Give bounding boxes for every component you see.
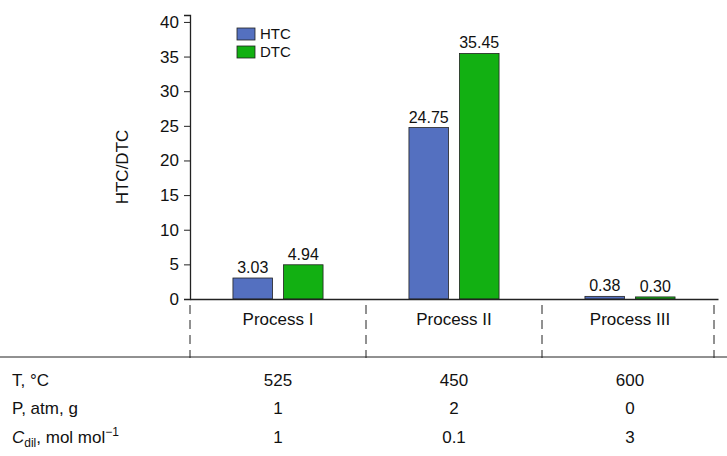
- table-rule: [0, 357, 727, 358]
- y-axis: 0 5 10 15 20 25 30 35 40: [160, 13, 190, 309]
- y-tick-mark: [184, 57, 190, 58]
- bar: [409, 128, 449, 299]
- legend-swatch: [237, 46, 255, 58]
- y-tick: 15: [160, 186, 190, 205]
- y-tick: 35: [160, 48, 190, 67]
- row-label-sub: dil: [24, 436, 36, 450]
- y-tick-label: 25: [160, 117, 179, 136]
- legend-label: HTC: [260, 25, 291, 42]
- data-label: 35.45: [459, 34, 499, 51]
- y-tick-mark: [184, 264, 190, 265]
- y-tick-mark: [184, 299, 190, 300]
- data-label: 0.30: [640, 278, 671, 295]
- row-label-sup: −1: [105, 425, 119, 439]
- y-tick-mark: [184, 230, 190, 231]
- table-cell: 1: [273, 399, 282, 418]
- row-label-text: T, °C: [12, 371, 49, 390]
- y-tick-label: 35: [160, 48, 179, 67]
- x-tick: Process I: [243, 310, 314, 329]
- row-label: P, atm, g: [12, 399, 78, 418]
- table-cell: 600: [616, 371, 644, 390]
- row-label: T, °C: [12, 371, 49, 390]
- y-tick-label: 30: [160, 82, 179, 101]
- y-tick-label: 0: [170, 290, 179, 309]
- table-cell: 450: [440, 371, 468, 390]
- x-tick-label: Process I: [243, 310, 314, 329]
- data-label: 24.75: [409, 109, 449, 126]
- separators: [190, 305, 714, 358]
- data-label: 3.03: [237, 259, 268, 276]
- separator: [366, 305, 367, 358]
- y-tick-label: 20: [160, 151, 179, 170]
- x-tick: Process II: [416, 310, 492, 329]
- table-cell: 3: [625, 428, 634, 447]
- row-label-text: C: [12, 428, 25, 447]
- bar: [233, 278, 273, 299]
- separator: [714, 305, 715, 358]
- table: T, °C 525 450 600 P, atm, g 1 2 0 Cdil, mol mol−…: [12, 371, 644, 450]
- y-axis-line: [184, 16, 191, 300]
- separator: [542, 305, 543, 358]
- data-label: 0.38: [589, 277, 620, 294]
- table-cell: 0.1: [442, 428, 466, 447]
- y-tick-label: 10: [160, 221, 179, 240]
- row-label: Cdil, mol mol−1: [12, 425, 119, 450]
- row-label-rest: , mol mol: [36, 428, 105, 447]
- separator: [190, 305, 191, 358]
- bar: [585, 296, 625, 299]
- y-tick: 20: [160, 151, 190, 170]
- bar: [459, 53, 499, 299]
- row-label-text: P, atm, g: [12, 399, 78, 418]
- table-cell: 2: [449, 399, 458, 418]
- x-axis-line: [191, 299, 719, 300]
- bar: [283, 265, 323, 299]
- y-tick-mark: [184, 91, 190, 92]
- y-tick: 40: [160, 13, 190, 32]
- data-labels: 3.03 24.75 0.38 4.94 35.45 0.30: [237, 34, 671, 294]
- y-tick-label: 40: [160, 13, 179, 32]
- bars: [233, 53, 675, 299]
- legend: HTCDTC: [237, 25, 291, 60]
- data-label: 4.94: [288, 246, 319, 263]
- y-tick-label: 15: [160, 186, 179, 205]
- y-tick: 25: [160, 117, 190, 136]
- y-tick-mark: [184, 160, 190, 161]
- x-tick-label: Process III: [590, 310, 670, 329]
- table-cell: 0: [625, 399, 634, 418]
- y-tick-mark: [184, 22, 190, 23]
- bar: [635, 297, 675, 299]
- y-tick-mark: [184, 126, 190, 127]
- y-tick-mark: [184, 195, 190, 196]
- y-tick: 30: [160, 82, 190, 101]
- y-tick: 0: [170, 290, 190, 309]
- x-tick-label: Process II: [416, 310, 492, 329]
- table-cell: 1: [273, 428, 282, 447]
- y-axis-title: HTC/DTC: [113, 130, 132, 205]
- x-tick: Process III: [590, 310, 670, 329]
- legend-label: DTC: [260, 43, 291, 60]
- chart: 3.0324.750.384.9435.450.3005101520253035…: [0, 0, 727, 456]
- legend-swatch: [237, 28, 255, 40]
- y-tick-label: 5: [170, 255, 179, 274]
- table-cell: 525: [264, 371, 292, 390]
- x-axis: Process I Process II Process III: [191, 300, 719, 330]
- y-tick: 10: [160, 221, 190, 240]
- y-tick: 5: [170, 255, 190, 274]
